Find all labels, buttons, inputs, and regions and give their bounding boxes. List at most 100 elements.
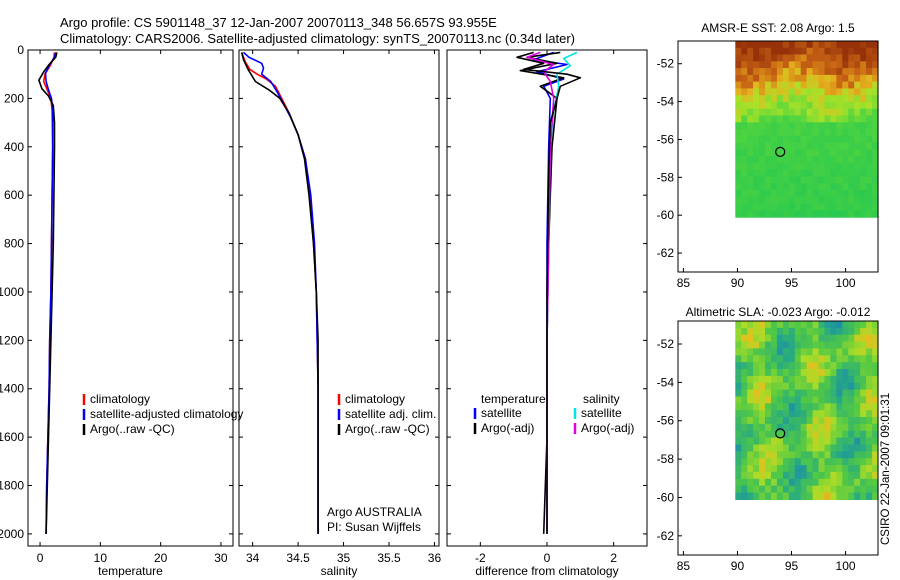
map-panel-0: AMSR-E SST: 2.08 Argo: 1.5 85 90 95 100 -52 -5… [657, 21, 879, 290]
heatmap-cell [794, 389, 802, 398]
heatmap-cell [812, 403, 820, 411]
heatmap-cell [824, 190, 831, 198]
heatmap-cell [735, 437, 742, 446]
legend-label: satellite [481, 406, 522, 420]
heatmap-cell [842, 430, 849, 439]
heatmap-cell [812, 492, 820, 500]
heatmap-cell [747, 156, 754, 164]
heatmap-cell [794, 375, 802, 384]
heatmap-cell [782, 88, 790, 96]
heatmap-cell [794, 102, 802, 110]
heatmap-cell [836, 190, 843, 198]
heatmap-cell [759, 162, 766, 171]
heatmap-cell [753, 95, 760, 103]
heatmap-cell [812, 437, 820, 446]
heatmap-cell [735, 61, 742, 69]
heatmap-cell [842, 375, 849, 384]
heatmap-cell [747, 169, 754, 178]
heatmap-cell [782, 135, 790, 144]
heatmap-cell [776, 471, 784, 480]
heatmap-cell [741, 190, 748, 198]
heatmap-cell [759, 321, 766, 329]
heatmap-cell [836, 458, 843, 466]
heatmap-cell [735, 492, 742, 500]
heatmap-cell [753, 102, 760, 110]
heatmap-cell [788, 142, 796, 150]
heatmap-cell [753, 465, 760, 473]
heatmap-cell [765, 210, 772, 218]
heatmap-cell [759, 465, 766, 473]
heatmap-cell [812, 321, 820, 329]
heatmap-cell [759, 102, 766, 110]
heatmap-cell [842, 108, 849, 117]
heatmap-cell [776, 108, 784, 117]
heatmap-cell [753, 458, 760, 466]
heatmap-cell [800, 437, 808, 446]
heatmap-cell [842, 389, 849, 398]
heatmap-cell [788, 122, 796, 130]
heatmap-cell [759, 61, 766, 69]
heatmap-cell [800, 54, 808, 62]
heatmap-cell [794, 444, 802, 452]
heatmap-cell [794, 410, 802, 418]
heatmap-cell [788, 382, 796, 391]
heatmap-cell [842, 478, 849, 487]
heatmap-cell [860, 471, 867, 480]
heatmap-cell [812, 417, 820, 425]
x-tick-label: 36 [428, 551, 442, 565]
heatmap-cell [806, 451, 814, 459]
heatmap-cell [771, 471, 778, 480]
heatmap-cell [741, 485, 748, 494]
heatmap-cell [753, 176, 760, 184]
heatmap-cell [741, 122, 748, 130]
heatmap-cell [759, 115, 766, 123]
heatmap-cell [800, 122, 808, 130]
heatmap-cell [830, 458, 837, 466]
heatmap-cell [753, 437, 760, 446]
heatmap-cell [759, 135, 766, 144]
heatmap-cell [741, 41, 748, 49]
heatmap-cell [812, 355, 820, 363]
heatmap-cell [818, 95, 825, 103]
heatmap-cell [872, 396, 879, 404]
heatmap-cell [788, 423, 796, 432]
heatmap-cell [842, 458, 849, 466]
heatmap-cell [747, 81, 754, 89]
heatmap-cell [854, 396, 861, 404]
heatmap-cell [860, 348, 867, 356]
heatmap-cell [818, 485, 825, 494]
heatmap-cell [782, 485, 790, 494]
heatmap-cell [741, 327, 748, 336]
heatmap-cell [842, 417, 849, 425]
heatmap-cell [794, 115, 802, 123]
heatmap-cell [771, 465, 778, 473]
heatmap-cell [771, 375, 778, 384]
heatmap-cell [836, 382, 843, 391]
heatmap-cell [753, 485, 760, 494]
heatmap-cell [771, 334, 778, 343]
heatmap-cell [788, 492, 796, 500]
heatmap-cell [753, 430, 760, 439]
heatmap-cell [818, 348, 825, 356]
heatmap-cell [735, 389, 742, 398]
heatmap-cell [848, 88, 855, 96]
heatmap-cell [788, 410, 796, 418]
heatmap-cell [735, 210, 742, 218]
heatmap-cell [806, 327, 814, 336]
heatmap-cell [759, 41, 766, 49]
heatmap-cell [812, 471, 820, 480]
heatmap-cell [794, 74, 802, 83]
heatmap-cell [842, 190, 849, 198]
heatmap-cell [765, 437, 772, 446]
heatmap-cell [735, 382, 742, 391]
heatmap-cell [866, 485, 873, 494]
y-tick-label: -60 [657, 208, 675, 222]
heatmap-cell [806, 61, 814, 69]
heatmap-cell [836, 362, 843, 370]
x-tick-label: 95 [785, 559, 799, 573]
heatmap-cell [765, 88, 772, 96]
heatmap-cell [842, 88, 849, 96]
heatmap-cell [866, 492, 873, 500]
heatmap-cell [771, 451, 778, 459]
heatmap-cell [771, 362, 778, 370]
